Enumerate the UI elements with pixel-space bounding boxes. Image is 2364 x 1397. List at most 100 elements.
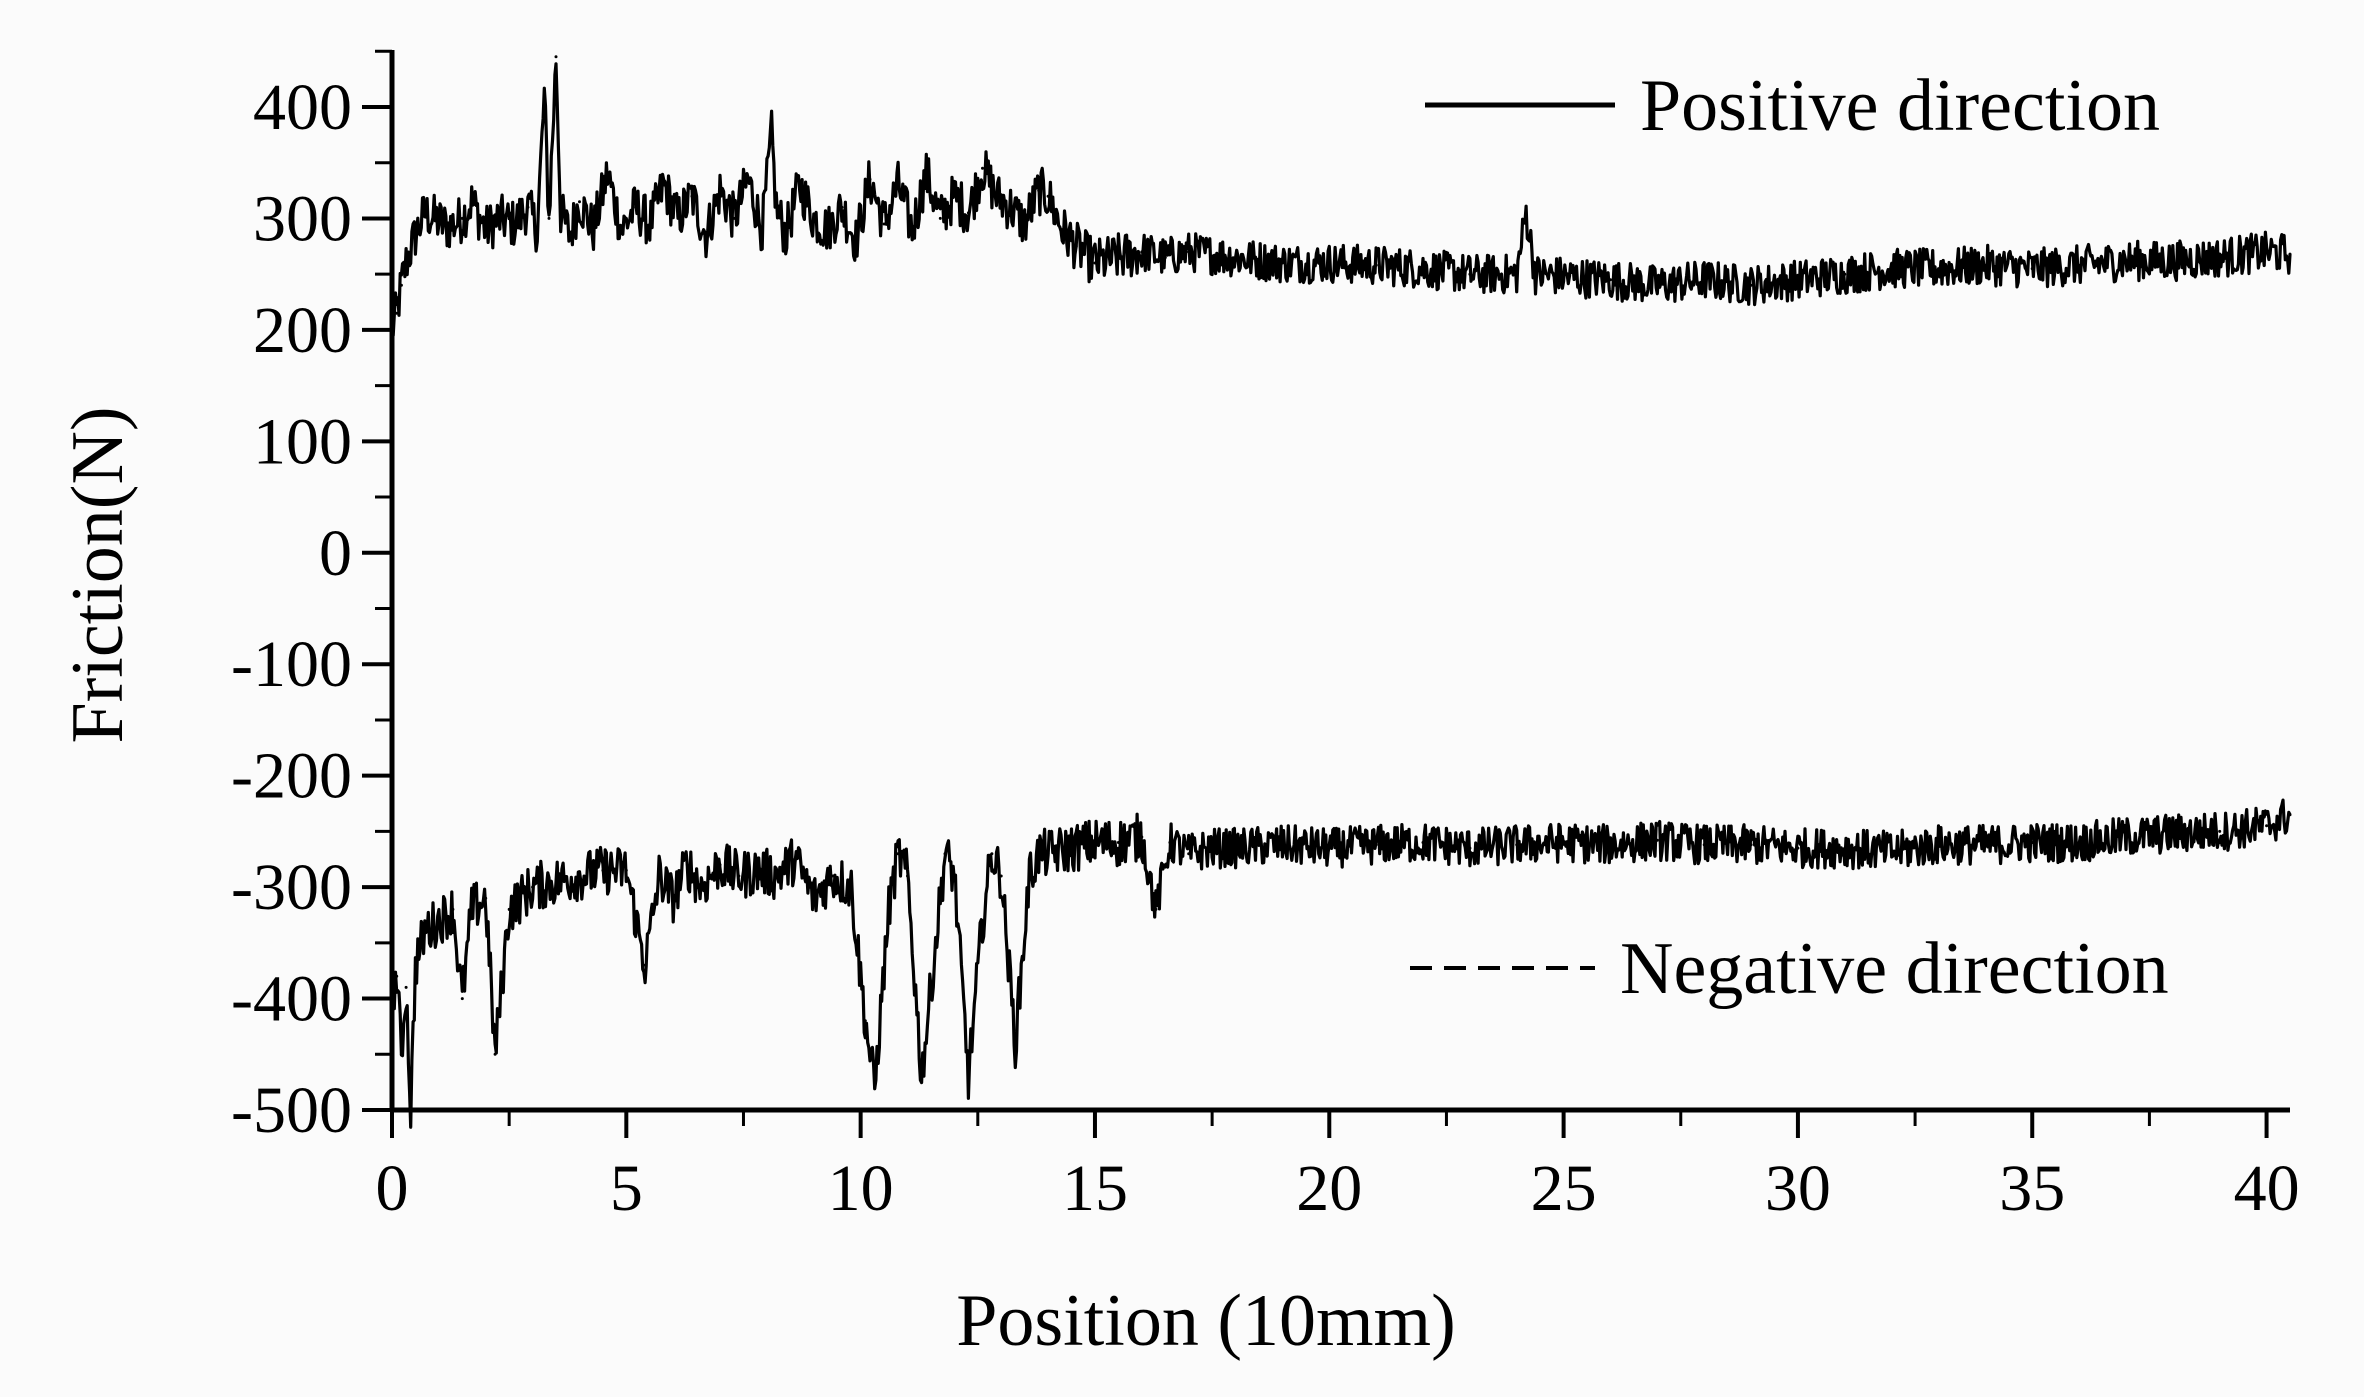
negative-data-point xyxy=(774,874,778,878)
positive-data-point xyxy=(840,205,844,209)
negative-data-point xyxy=(507,907,511,911)
negative-data-point xyxy=(554,880,558,883)
x-axis-title: Position (10mm) xyxy=(956,1280,1456,1362)
x-tick-label: 5 xyxy=(610,1152,643,1225)
negative-data-point xyxy=(1609,843,1612,847)
negative-data-point xyxy=(2124,835,2128,839)
negative-data-point xyxy=(1116,841,1120,844)
negative-data-point xyxy=(1168,841,1172,844)
positive-data-point xyxy=(2265,250,2269,254)
positive-data-point xyxy=(938,216,942,220)
x-tick-label: 20 xyxy=(1296,1152,1362,1225)
positive-data-point xyxy=(868,177,872,181)
positive-data-point xyxy=(620,228,624,232)
positive-data-point xyxy=(1983,263,1987,267)
positive-data-point xyxy=(1037,189,1041,193)
positive-data-point xyxy=(1524,211,1528,215)
negative-data-point xyxy=(920,1075,924,1079)
positive-data-point xyxy=(1468,272,1472,276)
negative-data-point xyxy=(685,863,689,867)
positive-data-point xyxy=(554,55,558,59)
positive-data-point xyxy=(592,228,595,232)
positive-data-point xyxy=(1009,205,1013,209)
y-tick-label: 100 xyxy=(253,405,352,478)
negative-data-point xyxy=(999,874,1003,878)
y-tick-label: 200 xyxy=(253,294,352,367)
positive-data-point xyxy=(568,233,572,237)
positive-data-point xyxy=(798,183,802,187)
negative-data-point xyxy=(451,907,455,911)
series-layer xyxy=(390,55,2292,1129)
positive-data-point xyxy=(423,211,427,215)
positive-data-point xyxy=(2218,256,2222,259)
positive-data-point xyxy=(2077,263,2081,267)
negative-data-point xyxy=(493,1052,497,1056)
positive-data-point xyxy=(1280,261,1284,265)
negative-data-point xyxy=(1070,846,1073,850)
positive-data-point xyxy=(826,228,830,232)
x-tick-label: 0 xyxy=(376,1152,409,1225)
negative-data-point xyxy=(1796,846,1800,850)
negative-data-point xyxy=(1421,841,1425,844)
negative-data-point xyxy=(849,885,853,889)
y-tick-label: 400 xyxy=(253,71,352,144)
legend-layer: Positive direction Negative direction xyxy=(1410,65,2169,1010)
x-tick-label: 35 xyxy=(1999,1152,2065,1225)
negative-data-point xyxy=(1749,843,1753,847)
positive-data-point xyxy=(1046,194,1050,198)
negative-data-point xyxy=(896,852,900,856)
negative-data-point xyxy=(756,868,759,872)
negative-data-point xyxy=(863,1019,867,1023)
negative-data-point xyxy=(952,874,956,878)
negative-data-point xyxy=(2077,841,2081,844)
x-tick-label: 15 xyxy=(1062,1152,1128,1225)
positive-data-point xyxy=(1163,256,1167,259)
negative-data-point xyxy=(643,963,647,967)
negative-data-point xyxy=(578,874,581,878)
positive-data-point xyxy=(812,216,816,220)
negative-data-point xyxy=(1037,852,1041,856)
positive-data-point xyxy=(399,283,403,287)
positive-data-point xyxy=(2124,259,2128,263)
positive-data-point xyxy=(952,194,956,198)
positive-data-point xyxy=(634,205,638,209)
positive-data-point xyxy=(732,216,736,220)
positive-data-point xyxy=(774,205,778,209)
negative-data-point xyxy=(873,1086,877,1090)
positive-data-point xyxy=(512,222,516,226)
positive-data-point xyxy=(1609,278,1612,282)
positive-data-point xyxy=(924,172,928,176)
positive-data-point xyxy=(542,94,546,98)
negative-data-point xyxy=(1843,846,1847,850)
positive-data-point xyxy=(662,183,666,187)
negative-data-point xyxy=(671,896,675,900)
positive-data-point xyxy=(559,211,563,215)
negative-data-point xyxy=(1562,841,1566,844)
negative-data-point xyxy=(1234,846,1238,850)
y-tick-label: 0 xyxy=(319,517,352,590)
positive-data-point xyxy=(1140,250,1144,254)
negative-data-point xyxy=(1515,843,1519,847)
negative-data-point xyxy=(1093,841,1097,844)
positive-data-point xyxy=(704,233,708,237)
negative-data-point xyxy=(657,874,661,878)
x-tick-label: 40 xyxy=(2234,1152,2300,1225)
positive-data-point xyxy=(995,194,998,198)
positive-data-point xyxy=(1655,283,1659,287)
negative-data-point xyxy=(601,868,605,872)
y-axis-title: Friction(N) xyxy=(57,406,139,743)
y-tick-label: -200 xyxy=(231,740,352,813)
positive-data-point xyxy=(404,261,408,265)
negative-data-point xyxy=(966,1075,970,1079)
negative-data-point xyxy=(831,874,834,878)
positive-data-point xyxy=(1060,228,1064,232)
negative-data-point xyxy=(1327,846,1331,850)
negative-data-point xyxy=(981,919,984,922)
negative-data-point xyxy=(1468,846,1472,850)
negative-data-point xyxy=(423,930,427,934)
x-tick-label: 10 xyxy=(828,1152,894,1225)
positive-data-point xyxy=(578,200,581,204)
negative-data-point xyxy=(2171,832,2175,836)
